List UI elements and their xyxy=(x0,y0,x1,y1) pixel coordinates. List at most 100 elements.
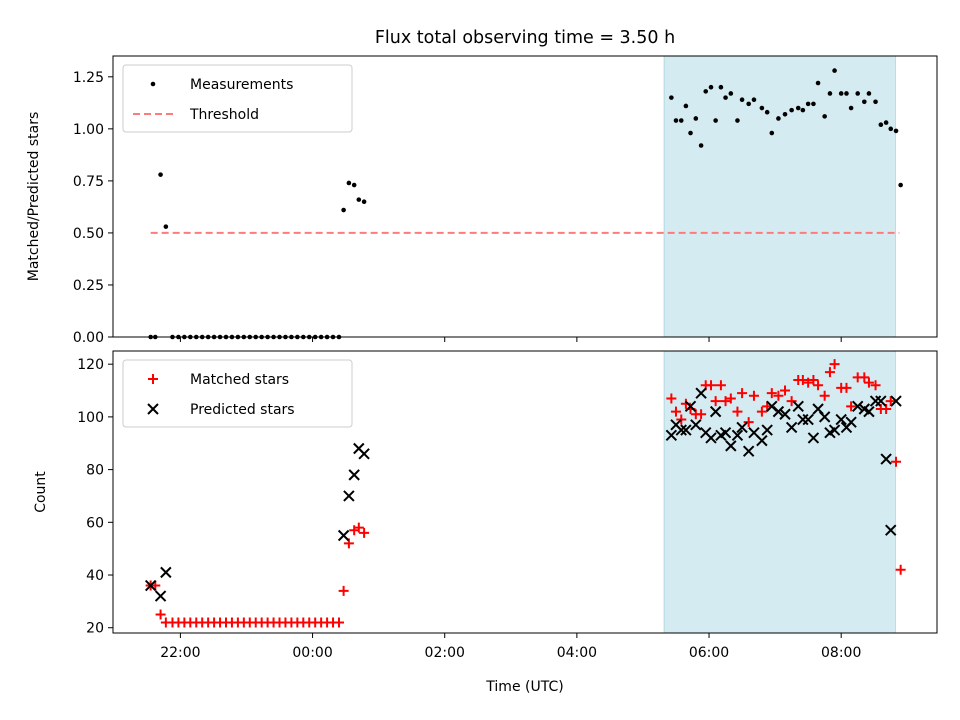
measurements-point xyxy=(759,105,765,111)
measurements-point xyxy=(764,109,770,115)
measurements-point xyxy=(811,101,816,107)
measurements-point xyxy=(158,172,163,177)
predicted-stars-point xyxy=(890,395,902,407)
matched-stars-point xyxy=(891,456,902,467)
matched-stars-point xyxy=(155,609,166,620)
measurements-point xyxy=(163,224,169,229)
count-plot-frame xyxy=(112,350,938,634)
matched-stars-point xyxy=(338,585,349,596)
predicted-stars-point xyxy=(835,413,847,426)
matched-stars-point xyxy=(353,522,364,533)
measurements-point xyxy=(898,182,903,188)
chart-title: Flux total observing time = 3.50 h xyxy=(375,28,675,48)
matched-stars-point xyxy=(710,396,721,407)
predicted-stars-point xyxy=(885,524,897,536)
time-axis-ticks: 22:00 00:00 02:00 04:00 06:00 08:00 xyxy=(160,645,861,661)
matched-stars-point xyxy=(773,390,784,401)
observing-window-shading xyxy=(663,350,896,634)
measurements-point xyxy=(728,91,734,96)
matched-stars-point xyxy=(670,406,681,417)
x-tick-label: 02:00 xyxy=(425,645,465,661)
legend-box xyxy=(122,359,353,428)
measurements-point xyxy=(776,116,781,121)
x-tick-label: 08:00 xyxy=(821,645,861,661)
measurements-point xyxy=(708,84,714,90)
measurements-point xyxy=(838,91,844,96)
measurements-point xyxy=(769,130,775,136)
measurements-point xyxy=(848,105,854,111)
measurements-point xyxy=(678,118,684,123)
matched-stars-point xyxy=(797,374,808,385)
predicted-stars-point xyxy=(785,421,798,434)
x-tick-label: 22:00 xyxy=(160,645,200,661)
predicted-stars-point xyxy=(154,590,167,602)
legend-marker-swatch xyxy=(148,374,158,384)
ratio-y-axis-label: Matched/Predicted stars xyxy=(26,112,42,282)
measurements-point xyxy=(346,180,352,186)
matched-stars-point xyxy=(737,388,748,399)
measurements-point xyxy=(673,118,679,123)
predicted-stars-point xyxy=(736,421,748,434)
measurements-point xyxy=(782,111,788,117)
y-tick-label: 1.25 xyxy=(73,70,104,86)
predicted-stars-point xyxy=(144,579,157,592)
measurements-point xyxy=(805,101,811,107)
measurements-point xyxy=(751,97,757,103)
y-tick-label: 1.00 xyxy=(73,122,104,138)
predicted-stars-point xyxy=(880,453,892,465)
predicted-stars-point xyxy=(742,445,755,457)
legend-label: Threshold xyxy=(189,107,259,123)
predicted-stars-point xyxy=(337,529,350,542)
predicted-stars-point xyxy=(705,432,717,444)
count-panel: 20 40 60 80 100 120 Count Matched stars Predic… xyxy=(33,350,938,638)
matched-stars-point xyxy=(808,374,819,385)
measurements-point xyxy=(789,107,794,113)
legend-label: Matched stars xyxy=(190,372,289,388)
measurements-point xyxy=(893,128,899,134)
matched-stars-point xyxy=(824,367,835,378)
predicted-stars-point xyxy=(343,490,355,502)
predicted-stars-point xyxy=(709,405,722,418)
measurements-point xyxy=(855,91,861,96)
count-axis-ticks: 20 40 60 80 100 120 xyxy=(77,357,842,638)
measurements-point xyxy=(735,118,740,123)
measurements-point xyxy=(688,130,693,136)
measurements-point xyxy=(873,99,878,105)
ratio-marks xyxy=(148,68,903,340)
measurements-point xyxy=(866,91,872,96)
matched-stars-point xyxy=(725,393,736,404)
legend-marker-swatch xyxy=(147,403,159,415)
measurements-point xyxy=(356,197,362,202)
measurements-point xyxy=(883,120,889,125)
legend-marker-swatch xyxy=(150,81,156,87)
observing-window-shading xyxy=(663,55,896,338)
predicted-stars-point xyxy=(818,411,831,423)
y-tick-label: 80 xyxy=(86,463,104,479)
count-legend: Matched stars Predicted stars xyxy=(122,359,353,428)
predicted-stars-point xyxy=(684,400,697,413)
measurements-point xyxy=(832,68,837,73)
y-tick-label: 120 xyxy=(77,357,104,373)
matched-stars-point xyxy=(359,527,370,538)
matched-stars-point xyxy=(732,406,743,417)
measurements-point xyxy=(723,95,728,100)
measurements-point xyxy=(713,118,718,123)
measurements-point xyxy=(862,99,867,105)
measurements-point xyxy=(693,116,699,121)
predicted-stars-point xyxy=(845,416,857,428)
measurements-point xyxy=(888,126,894,132)
matched-stars-point xyxy=(720,396,731,407)
measurements-point xyxy=(746,101,751,107)
predicted-stars-point xyxy=(675,424,687,436)
measurements-point xyxy=(341,207,346,213)
matched-stars-point xyxy=(829,359,840,370)
y-tick-label: 60 xyxy=(86,515,104,531)
predicted-stars-point xyxy=(695,387,707,399)
measurements-point xyxy=(795,105,801,111)
predicted-stars-point xyxy=(779,408,791,420)
predicted-stars-point xyxy=(792,400,804,413)
matched-stars-point xyxy=(666,393,677,404)
predicted-stars-point xyxy=(358,448,370,460)
matched-stars-point xyxy=(756,406,767,417)
